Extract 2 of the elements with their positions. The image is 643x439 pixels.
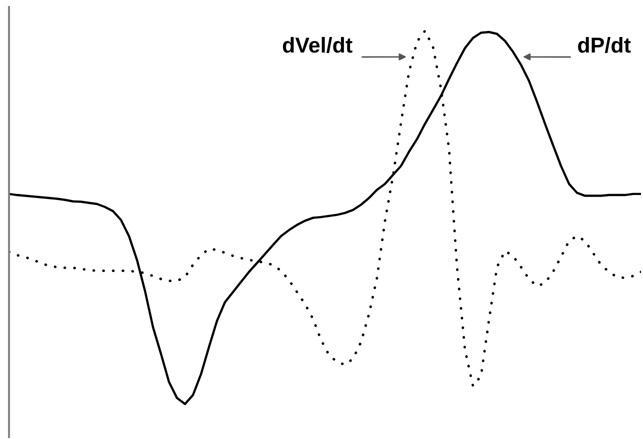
- text: dVel/dt: [282, 36, 352, 53]
- text: dP/dt: [578, 36, 631, 53]
